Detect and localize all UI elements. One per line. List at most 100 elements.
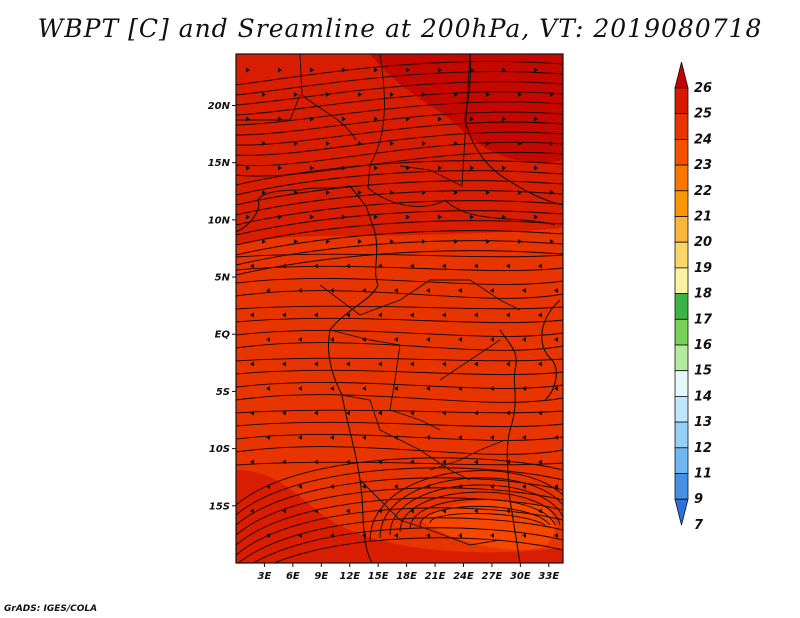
- streamline-arrowhead: [474, 263, 478, 269]
- streamline-arrowhead: [426, 288, 430, 293]
- streamline-arrowhead: [410, 312, 414, 318]
- streamline: [409, 498, 556, 530]
- streamline-arrowhead: [458, 484, 462, 489]
- coastlines-borders: [236, 54, 563, 563]
- colorbar-label: 12: [694, 441, 712, 456]
- lon-tick-label: 15E: [368, 571, 389, 582]
- streamline-arrowhead: [506, 312, 510, 318]
- colorbar-swatch: [674, 293, 689, 320]
- streamline-arrowhead: [486, 141, 490, 146]
- coastline: [499, 329, 521, 563]
- streamline-arrowhead: [554, 337, 558, 342]
- streamline-arrowhead: [534, 67, 538, 73]
- streamline-arrowhead: [378, 410, 382, 416]
- colorbar: 26 25 24 23 22 21 20 19 18 17 16 15 14 13 12 11 9 7: [674, 61, 713, 533]
- streamline-arrowhead: [330, 435, 334, 440]
- lon-tick-label: 6E: [286, 571, 300, 582]
- map-frame: [235, 53, 564, 564]
- lat-tick-label: 10S: [209, 444, 230, 455]
- colorbar-label: 13: [694, 415, 712, 430]
- streamline: [236, 290, 563, 299]
- streamline-arrowhead: [266, 386, 270, 391]
- streamline-arrowhead: [554, 288, 558, 293]
- colorbar-swatch: [674, 421, 689, 449]
- streamline-arrowhead: [458, 337, 462, 342]
- streamline: [236, 60, 563, 86]
- streamline: [252, 527, 563, 563]
- streamline-arrowhead: [442, 459, 446, 465]
- streamline-arrowhead: [502, 116, 506, 122]
- streamline: [236, 131, 563, 156]
- colorbar-swatch: [674, 473, 689, 500]
- streamline-arrowhead: [422, 239, 426, 244]
- streamline-arrowhead: [374, 67, 378, 73]
- colorbar-label: 11: [694, 467, 712, 482]
- streamline-arrowhead: [522, 337, 526, 342]
- streamline-arrowhead: [534, 116, 538, 122]
- streamline-arrowhead: [486, 190, 490, 195]
- streamline-arrowhead: [426, 484, 430, 489]
- lon-tick-label: 30E: [510, 571, 531, 582]
- streamline-arrowhead: [346, 508, 350, 514]
- colorbar-label: 7: [694, 518, 704, 533]
- colorbar-swatch: [674, 370, 689, 397]
- colorbar-label: 20: [694, 235, 712, 250]
- streamline-arrowhead: [538, 361, 542, 367]
- streamline-arrowhead: [266, 337, 270, 342]
- streamline: [236, 220, 563, 246]
- colorbar-swatch: [674, 113, 689, 140]
- colorbar-label: 17: [694, 312, 713, 327]
- streamline: [236, 81, 563, 106]
- streamline-arrowhead: [266, 533, 270, 538]
- streamline-arrowhead: [406, 214, 410, 220]
- streamline-arrowhead: [410, 410, 414, 416]
- country-border: [429, 439, 506, 471]
- streamline-arrowhead: [506, 410, 510, 416]
- streamline-arrowhead: [266, 435, 270, 440]
- streamline-arrowhead: [298, 337, 302, 342]
- streamline-arrowhead: [310, 67, 314, 73]
- streamline-arrowhead: [490, 288, 494, 293]
- colorbar-swatch: [674, 395, 689, 423]
- streamline-arrowhead: [522, 533, 526, 538]
- lon-tick-label: 24E: [453, 571, 474, 582]
- streamline-arrowhead: [374, 214, 378, 220]
- streamline-arrowhead: [310, 116, 314, 122]
- colorbar-label: 23: [694, 158, 712, 173]
- lon-tick-label: 18E: [396, 571, 417, 582]
- colorbar-label: 18: [694, 287, 712, 302]
- lon-tick-label: 27E: [482, 571, 503, 582]
- streamline-arrowhead: [518, 239, 522, 244]
- streamline-arrowhead: [342, 165, 346, 171]
- streamline-arrowhead: [474, 459, 478, 465]
- streamline: [236, 446, 563, 455]
- colorbar-label: 14: [694, 389, 712, 404]
- streamline-arrowhead: [250, 263, 254, 269]
- colorbar-label: 16: [694, 338, 712, 353]
- streamline-arrowhead: [378, 312, 382, 318]
- streamline-arrowhead: [454, 239, 458, 244]
- streamline-arrowhead: [358, 92, 362, 97]
- colorbar-bottom-arrow: [674, 498, 689, 526]
- streamline-arrowhead: [358, 239, 362, 244]
- streamline: [236, 71, 563, 96]
- streamline-arrowhead: [438, 116, 442, 122]
- streamline-arrowhead: [282, 459, 286, 465]
- lat-tick-label: 15N: [208, 158, 231, 169]
- streamline: [236, 507, 563, 556]
- streamline: [236, 317, 563, 324]
- streamline-arrowhead: [246, 67, 250, 73]
- streamline-arrowhead: [474, 410, 478, 416]
- streamline-arrowhead: [278, 214, 282, 220]
- map-axes: 3E 6E 9E 12E 15E 18E 21E 24E 27E 30E 33E 20N 15N 10N 5…: [208, 101, 560, 582]
- streamline-arrowhead: [442, 508, 446, 514]
- streamline: [236, 369, 563, 376]
- streamline-arrowhead: [554, 533, 558, 538]
- streamline: [236, 101, 563, 126]
- streamline-arrowhead: [362, 337, 366, 342]
- streamline-arrowhead: [410, 508, 414, 514]
- streamline-arrowhead: [422, 92, 426, 97]
- streamline-arrowhead: [406, 116, 410, 122]
- streamline: [237, 517, 563, 563]
